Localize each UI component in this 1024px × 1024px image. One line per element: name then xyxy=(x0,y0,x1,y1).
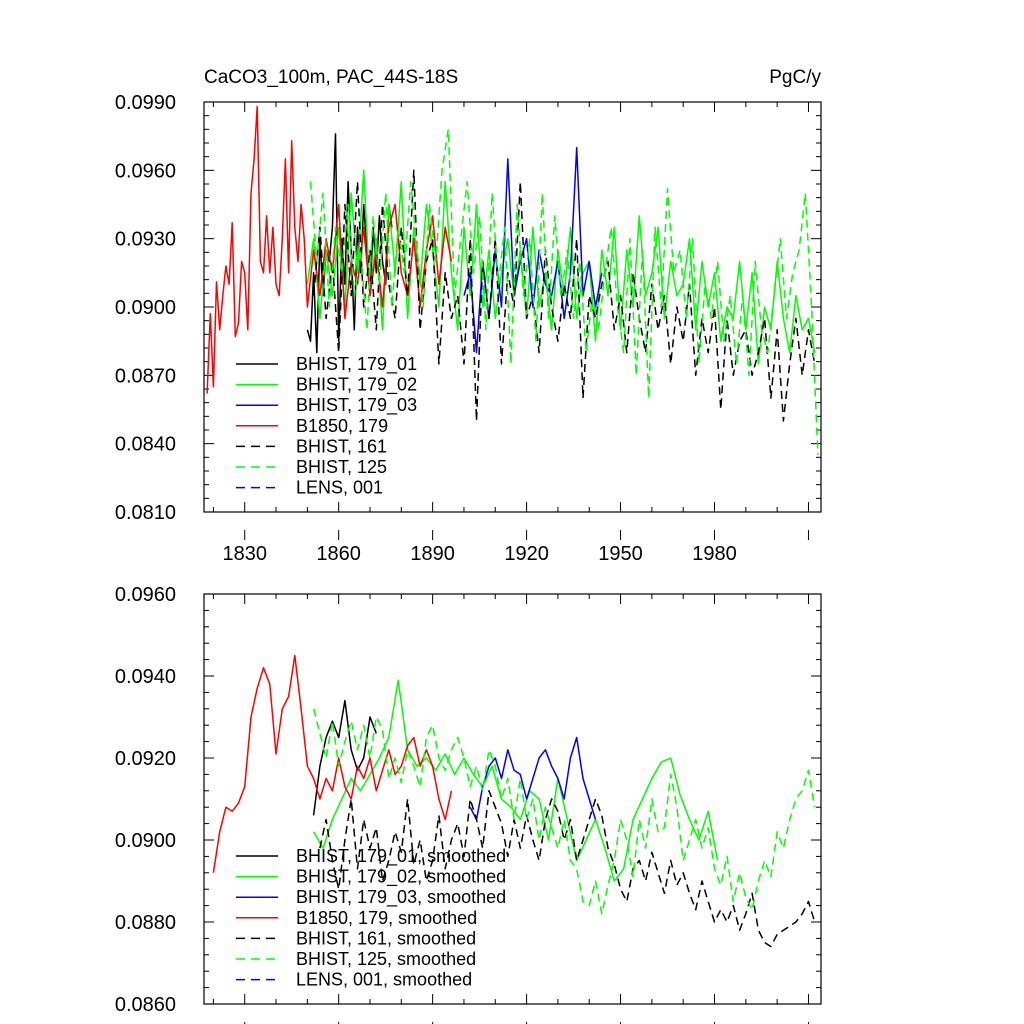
series-line-5 xyxy=(309,128,819,456)
x-tick-label: 1860 xyxy=(316,543,361,565)
x-tick-label: 1980 xyxy=(692,543,737,565)
legend-label-2: BHIST, 179_03 xyxy=(296,395,417,416)
y-tick-label: 0.0840 xyxy=(115,434,176,456)
legend-label-6: LENS, 001, smoothed xyxy=(296,970,472,990)
legend-label-4: BHIST, 161, smoothed xyxy=(296,928,476,948)
y-tick-label: 0.0930 xyxy=(115,229,176,251)
y-tick-label: 0.0880 xyxy=(115,912,176,934)
plot-title: CaCO3_100m, PAC_44S-18S xyxy=(204,67,458,88)
x-tick-label: 1890 xyxy=(410,543,455,565)
legend-label-6: LENS, 001 xyxy=(296,478,383,498)
y-tick-label: 0.0860 xyxy=(115,994,176,1016)
y-tick-label: 0.0940 xyxy=(115,666,176,688)
x-tick-label: 1950 xyxy=(598,543,643,565)
plot-frame xyxy=(203,593,822,1005)
series-line-1 xyxy=(306,169,816,365)
legend-label-5: BHIST, 125, smoothed xyxy=(296,949,476,969)
y-tick-label: 0.0870 xyxy=(115,365,176,387)
legend-label-3: B1850, 179 xyxy=(296,416,388,436)
legend-label-2: BHIST, 179_03, smoothed xyxy=(296,887,506,908)
bottom-panel: 0.0860 0.0880 0.0900 0.0920 0.0940 0.0960 BHIS… xyxy=(115,584,822,1024)
x-tick-label: 1920 xyxy=(504,543,549,565)
y-tick-label: 0.0900 xyxy=(115,297,176,319)
x-tick-label: 1830 xyxy=(222,543,267,565)
y-tick-label: 0.0960 xyxy=(115,584,176,606)
top-panel: 0.0810 0.0840 0.0870 0.0900 0.0930 0.0960 0.09… xyxy=(115,92,822,565)
legend-label-1: BHIST, 179_02, smoothed xyxy=(296,867,506,888)
series-line-4 xyxy=(319,790,816,948)
legend-label-1: BHIST, 179_02 xyxy=(296,375,417,396)
series-line-2 xyxy=(469,736,597,821)
legend-label-3: B1850, 179, smoothed xyxy=(296,908,477,928)
legend-label-0: BHIST, 179_01, smoothed xyxy=(296,846,506,867)
units-label: PgC/y xyxy=(769,67,821,88)
y-tick-label: 0.0960 xyxy=(115,160,176,182)
series-line-3 xyxy=(206,105,453,394)
series-line-5 xyxy=(312,708,816,915)
y-tick-label: 0.0920 xyxy=(115,748,176,770)
y-tick-label: 0.0990 xyxy=(115,92,176,114)
y-tick-label: 0.0810 xyxy=(115,502,176,524)
legend-label-4: BHIST, 161 xyxy=(296,436,387,456)
legend-label-0: BHIST, 179_01 xyxy=(296,354,417,375)
series-line-3 xyxy=(212,654,453,873)
y-tick-label: 0.0900 xyxy=(115,830,176,852)
legend-label-5: BHIST, 125 xyxy=(296,457,387,477)
